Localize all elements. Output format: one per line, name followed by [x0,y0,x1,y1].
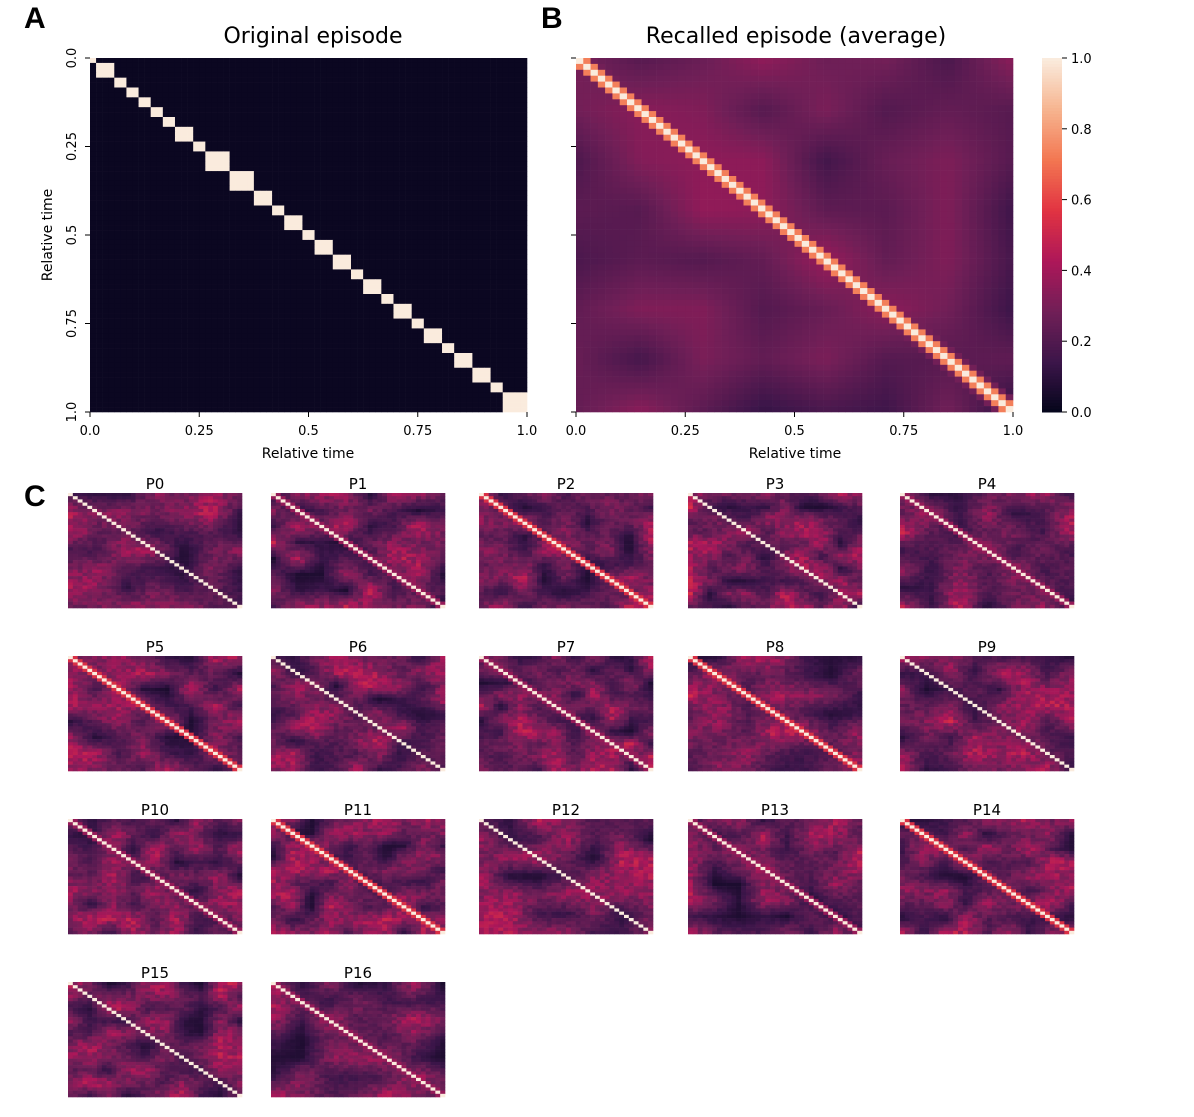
participant-heatmap: P0 [68,475,243,609]
participant-heatmap: P4 [900,475,1075,609]
y-tick-label: 0.5 [65,225,80,246]
colorbar-tick-label: 0.0 [1071,406,1092,421]
participant-label: P4 [978,475,997,493]
colorbar: 0.0 0.2 0.4 0.6 0.8 1.0 [1042,52,1092,421]
panel-a-xlabel: Relative time [262,446,355,462]
participant-label: P10 [141,801,169,819]
participant-label: P0 [146,475,165,493]
x-tick-label: 0.75 [889,424,918,439]
panel-c: P0 P1 P2 P3 P4 P5 P6 P7 P8 P9 P10 P11 P12 P13 P14 P15 P1… [68,475,1075,1098]
x-tick-label: 0.25 [671,424,700,439]
x-tick-label: 1.0 [1003,424,1024,439]
colorbar-tick-label: 0.6 [1071,194,1092,209]
participant-label: P8 [766,638,785,656]
colorbar-tick-label: 1.0 [1071,52,1092,67]
participant-label: P16 [344,964,372,982]
panel-letter-c: C [24,480,46,513]
participant-label: P5 [146,638,165,656]
panel-a-heatmap [90,58,528,413]
x-tick-label: 0.0 [80,424,101,439]
participant-label: P15 [141,964,169,982]
x-tick-label: 0.5 [298,424,319,439]
panel-b-axes: 0.0 0.25 0.5 0.75 1.0 [566,57,1024,439]
participant-heatmap: P8 [688,638,863,772]
participant-label: P1 [349,475,368,493]
participant-heatmap: P11 [271,801,446,935]
y-tick-label: 1.0 [65,402,80,423]
x-tick-label: 0.75 [403,424,432,439]
y-tick-label: 0.25 [65,132,80,161]
participant-heatmap: P10 [68,801,243,935]
participant-heatmap: P16 [271,964,446,1098]
participant-heatmap: P15 [68,964,243,1098]
panel-a-axes: 0.0 0.25 0.5 0.75 1.00.00.250.50.751.0 [65,48,537,439]
participant-heatmap: P3 [688,475,863,609]
x-tick-label: 0.25 [185,424,214,439]
participant-label: P6 [349,638,368,656]
participant-label: P9 [978,638,997,656]
panel-a: Original episode 0.0 0.25 0.5 0.75 1.00.00.2… [40,24,537,462]
colorbar-tick-label: 0.8 [1071,123,1092,138]
colorbar-tick-label: 0.2 [1071,335,1092,350]
participant-heatmap: P5 [68,638,243,772]
participant-label: P11 [344,801,372,819]
x-tick-label: 0.5 [784,424,805,439]
colorbar-tick-label: 0.4 [1071,264,1092,279]
participant-label: P14 [973,801,1001,819]
panel-b-heatmap [576,58,1014,413]
participant-label: P12 [552,801,580,819]
participant-heatmap: P6 [271,638,446,772]
panel-letter-a: A [24,2,46,35]
x-tick-label: 0.0 [566,424,587,439]
panel-a-ylabel: Relative time [40,189,56,282]
panel-b-title: Recalled episode (average) [646,24,946,49]
panel-letter-b: B [541,2,563,35]
participant-heatmap: P12 [479,801,654,935]
participant-label: P3 [766,475,785,493]
participant-heatmap: P1 [271,475,446,609]
participant-label: P7 [557,638,576,656]
participant-heatmap: P2 [479,475,654,609]
x-tick-label: 1.0 [517,424,538,439]
participant-label: P13 [761,801,789,819]
panel-b-xlabel: Relative time [749,446,842,462]
participant-heatmap: P9 [900,638,1075,772]
participant-heatmap: P7 [479,638,654,772]
y-tick-label: 0.0 [65,48,80,69]
participant-heatmap: P13 [688,801,863,935]
participant-label: P2 [557,475,576,493]
y-tick-label: 0.75 [65,309,80,338]
participant-heatmap: P14 [900,801,1075,935]
panel-b: Recalled episode (average) 0.0 0.25 0.5 0.7… [566,24,1024,462]
panel-a-title: Original episode [223,24,402,49]
